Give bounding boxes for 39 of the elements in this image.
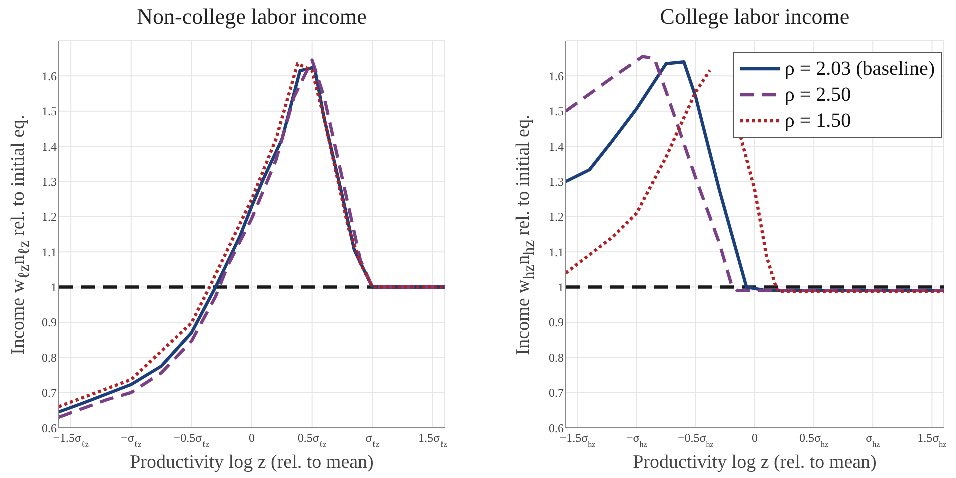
y-tick-label: 1.4 <box>42 140 57 154</box>
y-tick-label: 1.6 <box>42 69 57 84</box>
x-tick-label: −σ$_{ℓz}$ <box>121 431 142 448</box>
x-tick-label: 0 <box>249 431 255 445</box>
y-tick-label: 1.1 <box>42 245 57 260</box>
x-tick-label: 1.5σ$_{hz}$ <box>918 431 948 448</box>
legend-label: ρ = 2.03 (baseline) <box>784 58 935 80</box>
x-axis-title: Productivity log z (rel. to mean) <box>129 452 375 474</box>
chart-title: Non-college labor income <box>136 4 368 30</box>
y-tick-label: 0.9 <box>549 316 564 330</box>
y-tick-label: 1.1 <box>549 245 564 260</box>
x-tick-label: −0.5σ$_{hz}$ <box>678 431 714 448</box>
y-tick-label: 1.6 <box>549 69 564 84</box>
y-tick-label: 1.5 <box>42 104 57 119</box>
y-tick-label: 1.4 <box>549 140 564 154</box>
legend-label: ρ = 2.50 <box>784 84 852 106</box>
x-tick-label: 0 <box>752 431 758 445</box>
y-tick-label: 1.2 <box>42 210 57 224</box>
y-tick-label: 1 <box>51 280 57 295</box>
x-tick-label: 1.5σ$_{ℓz}$ <box>418 431 448 448</box>
y-tick-label: 1.2 <box>549 210 564 224</box>
x-tick-label: σ$_{ℓz}$ <box>366 431 380 448</box>
chart-title: College labor income <box>659 4 851 30</box>
x-axis-title: Productivity log z (rel. to mean) <box>632 452 878 474</box>
y-tick-label: 0.8 <box>549 350 564 365</box>
y-tick-label: 1.3 <box>549 174 564 189</box>
y-tick-label: 0.7 <box>549 386 564 400</box>
x-tick-label: −σ$_{hz}$ <box>626 431 648 448</box>
x-tick-label: 0.5σ$_{ℓz}$ <box>298 431 328 448</box>
x-tick-label: −0.5σ$_{ℓz}$ <box>174 431 210 448</box>
y-tick-label: 0.7 <box>42 386 57 400</box>
y-tick-label: 0.8 <box>42 350 57 365</box>
y-tick-label: 1.3 <box>42 174 57 189</box>
y-tick-label: 0.9 <box>42 316 57 330</box>
legend-label: ρ = 1.50 <box>784 110 852 132</box>
y-tick-label: 1.5 <box>549 104 564 119</box>
x-tick-label: 0.5σ$_{hz}$ <box>800 431 830 448</box>
y-tick-label: 1 <box>558 280 564 295</box>
x-tick-label: σ$_{hz}$ <box>866 431 881 448</box>
